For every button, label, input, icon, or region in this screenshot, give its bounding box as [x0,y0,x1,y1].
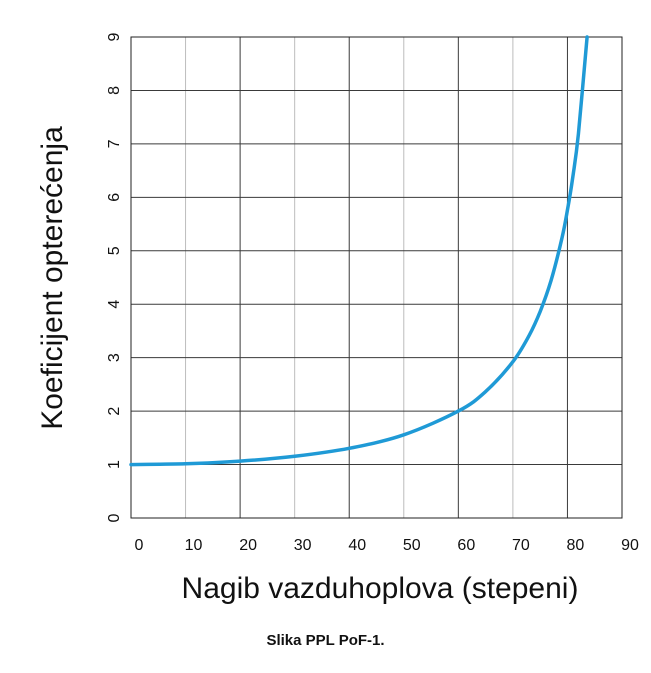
x-tick-label: 60 [457,537,475,554]
grid-lines [130,36,623,519]
y-tick-label: 3 [106,353,123,362]
y-axis-title: Koeficijent opterećenja [36,126,69,430]
series-group [129,35,589,467]
load-factor-chart: 0 10 20 30 40 50 60 70 80 90 0 1 2 3 4 5 6 7 8 9 Nagib vazd… [36,32,639,605]
x-tick-label: 50 [403,537,421,554]
x-tick-label: 0 [135,537,144,554]
x-tick-label: 90 [621,537,639,554]
y-tick-label: 0 [106,513,123,522]
tick-labels: 0 10 20 30 40 50 60 70 80 90 0 1 2 3 4 5 6 7 8 9 [106,32,639,554]
y-tick-label: 1 [106,460,123,469]
load-factor-curve [129,35,589,467]
y-tick-label: 5 [106,246,123,255]
x-axis-title: Nagib vazduhoplova (stepeni) [182,572,579,605]
x-tick-label: 30 [294,537,312,554]
x-tick-label: 20 [239,537,257,554]
y-tick-label: 4 [106,300,123,309]
x-tick-label: 40 [348,537,366,554]
y-tick-label: 9 [106,32,123,41]
x-tick-label: 70 [512,537,530,554]
y-tick-label: 8 [106,86,123,95]
y-tick-label: 2 [106,407,123,416]
y-tick-label: 7 [106,139,123,148]
plot-frame [130,36,623,519]
x-tick-label: 10 [185,537,203,554]
y-tick-label: 6 [106,193,123,202]
figure-caption: Slika PPL PoF-1. [266,632,385,649]
x-tick-label: 80 [567,537,585,554]
